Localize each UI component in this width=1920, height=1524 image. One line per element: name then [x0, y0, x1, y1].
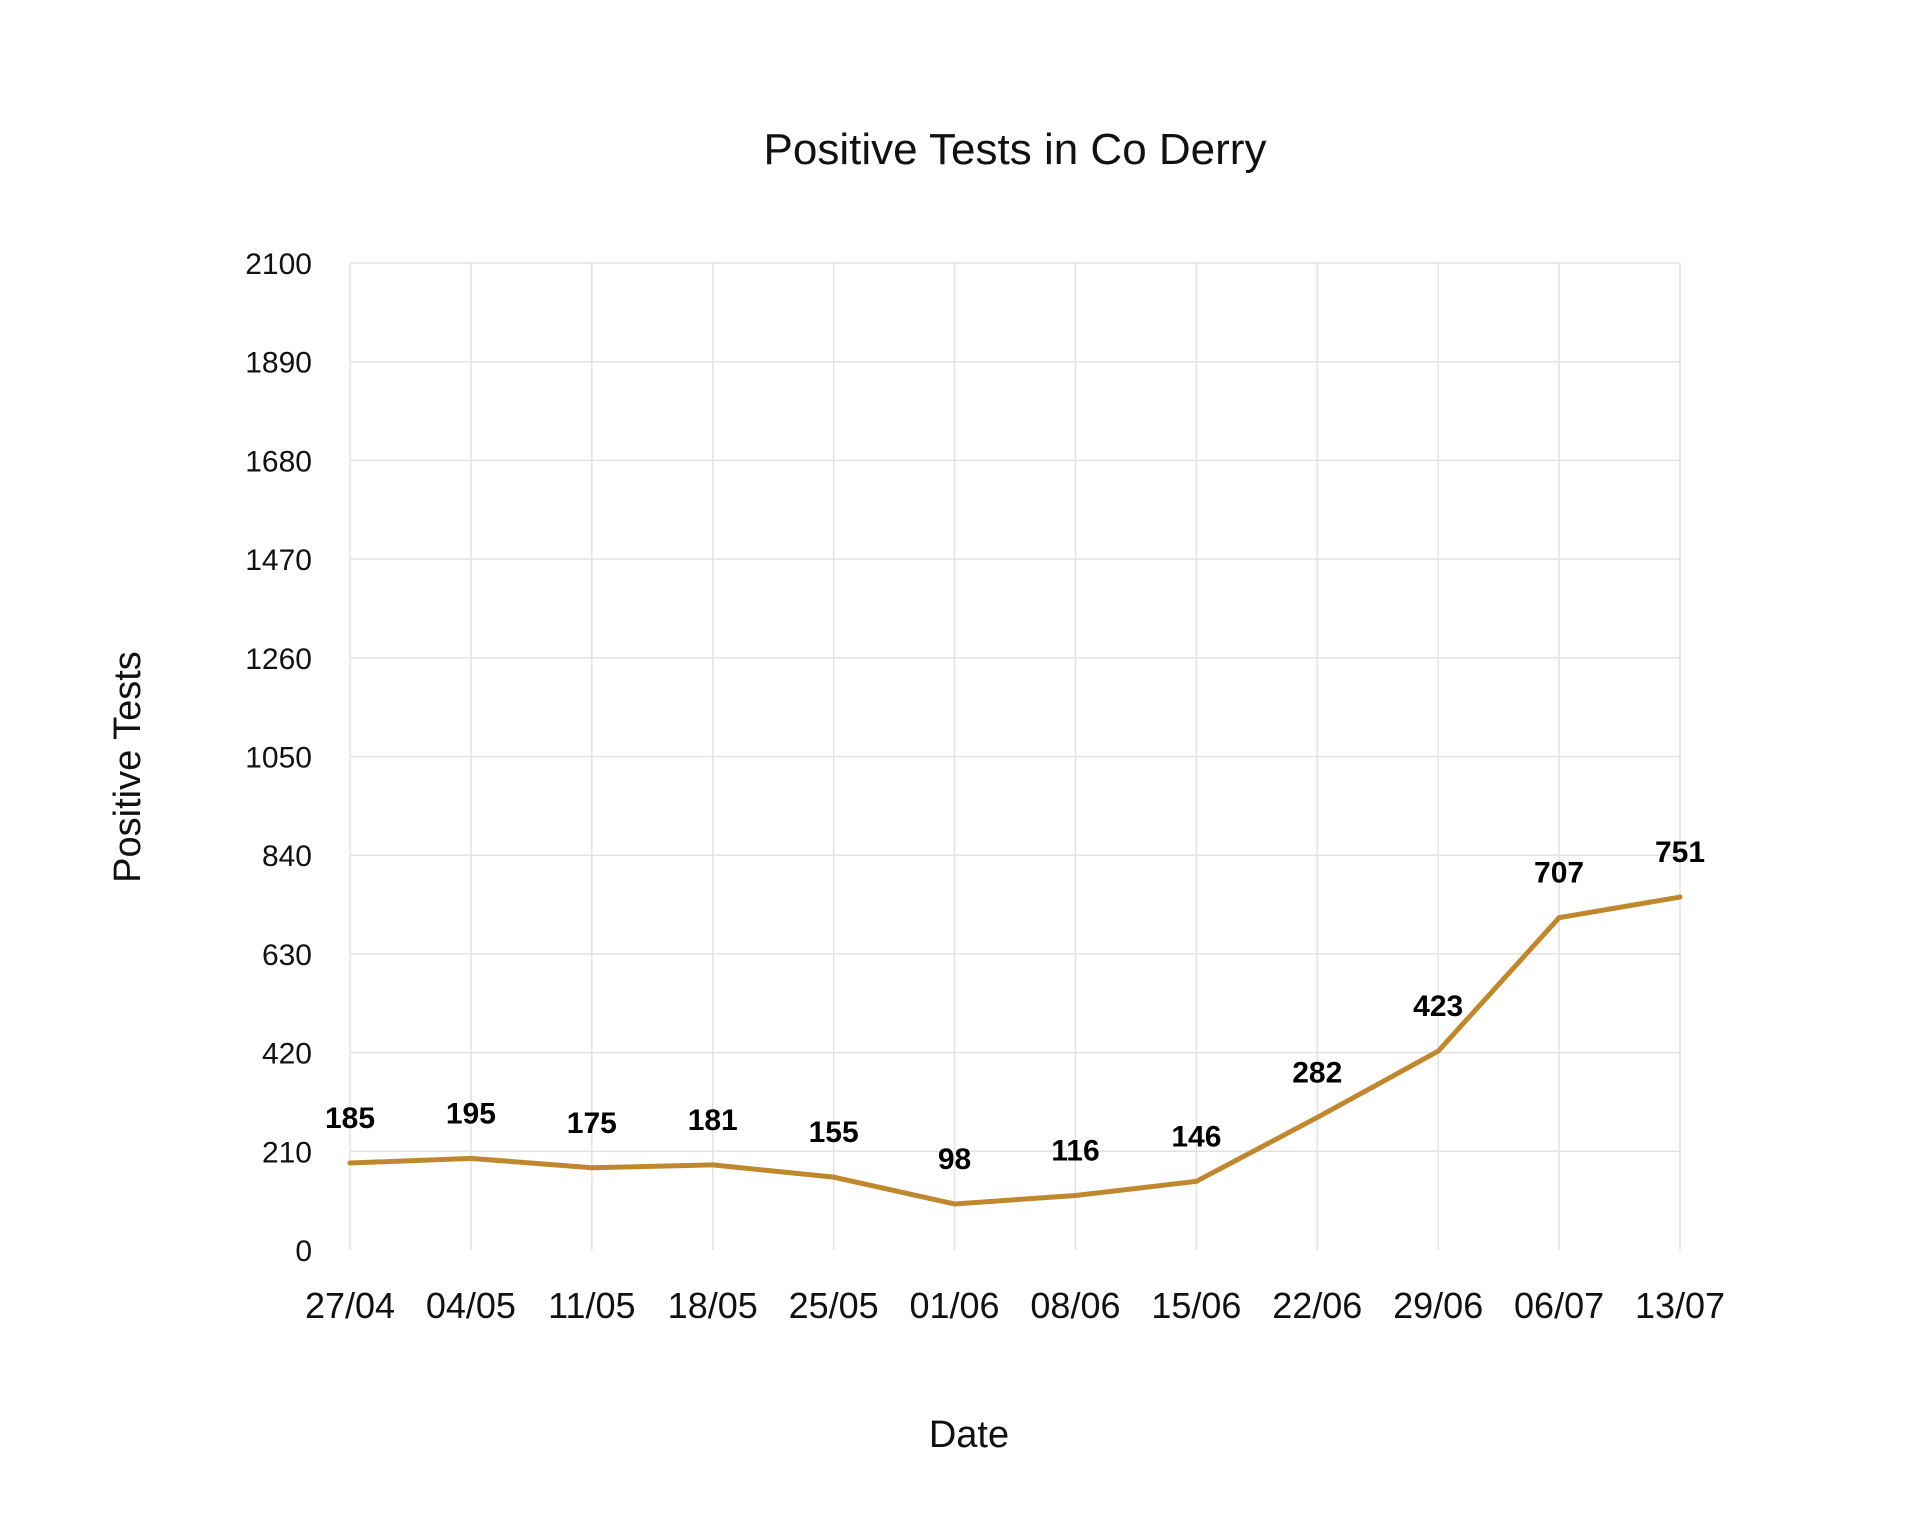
data-point — [1677, 894, 1683, 900]
x-tick-label: 18/05 — [668, 1285, 758, 1326]
y-tick-label: 840 — [262, 840, 312, 873]
chart-title: Positive Tests in Co Derry — [764, 125, 1267, 174]
x-tick-label: 27/04 — [305, 1285, 395, 1326]
data-point — [1314, 1114, 1320, 1120]
x-axis-ticks: 27/04 04/05 11/05 18/05 25/05 01/06 08/06 15/06… — [305, 1285, 1725, 1326]
x-tick-label: 08/06 — [1030, 1285, 1120, 1326]
x-tick-label: 13/07 — [1635, 1285, 1725, 1326]
x-axis-label: Date — [929, 1414, 1009, 1456]
y-axis-ticks: 0 210 420 630 840 1050 1260 1470 1680 1890 2100 — [245, 248, 312, 1268]
data-label: 98 — [938, 1143, 971, 1176]
data-label: 181 — [688, 1104, 738, 1137]
x-tick-label: 15/06 — [1151, 1285, 1241, 1326]
data-point — [1556, 915, 1562, 921]
data-label: 185 — [325, 1102, 375, 1135]
data-point — [589, 1165, 595, 1171]
x-tick-label: 11/05 — [548, 1285, 635, 1326]
y-tick-label: 0 — [295, 1235, 312, 1268]
y-tick-label: 1680 — [245, 445, 312, 478]
data-point — [1193, 1178, 1199, 1184]
data-point — [952, 1201, 958, 1207]
y-tick-label: 1050 — [245, 742, 312, 775]
series — [347, 894, 1683, 1207]
data-point — [1072, 1192, 1078, 1198]
y-tick-label: 1890 — [245, 347, 312, 380]
y-tick-label: 2100 — [245, 248, 312, 281]
data-label: 751 — [1655, 836, 1705, 869]
data-point — [831, 1174, 837, 1180]
data-label: 423 — [1413, 990, 1463, 1023]
data-label: 116 — [1051, 1134, 1099, 1167]
data-label: 707 — [1534, 857, 1584, 890]
gridlines — [349, 262, 1681, 1250]
series-line — [349, 894, 1681, 1207]
y-tick-label: 210 — [262, 1136, 312, 1169]
x-tick-label: 06/07 — [1514, 1285, 1604, 1326]
x-tick-label: 22/06 — [1272, 1285, 1362, 1326]
data-point — [347, 1160, 353, 1166]
data-label: 175 — [567, 1107, 617, 1140]
data-point — [1435, 1048, 1441, 1054]
x-tick-label: 01/06 — [909, 1285, 999, 1326]
x-tick-label: 29/06 — [1393, 1285, 1483, 1326]
y-tick-label: 420 — [262, 1038, 312, 1071]
data-label: 195 — [446, 1097, 496, 1130]
data-point — [710, 1162, 716, 1168]
y-tick-label: 630 — [262, 939, 312, 972]
data-labels: 185 195 175 181 155 98 116 146 282 423 707 751 — [325, 836, 1705, 1176]
data-point — [468, 1155, 474, 1161]
data-label: 155 — [809, 1116, 859, 1149]
y-axis-label: Positive Tests — [107, 651, 149, 883]
data-label: 282 — [1292, 1056, 1342, 1089]
y-tick-label: 1470 — [245, 544, 312, 577]
x-tick-label: 25/05 — [789, 1285, 879, 1326]
y-tick-label: 1260 — [245, 643, 312, 676]
data-label: 146 — [1171, 1120, 1221, 1153]
x-tick-label: 04/05 — [426, 1285, 516, 1326]
